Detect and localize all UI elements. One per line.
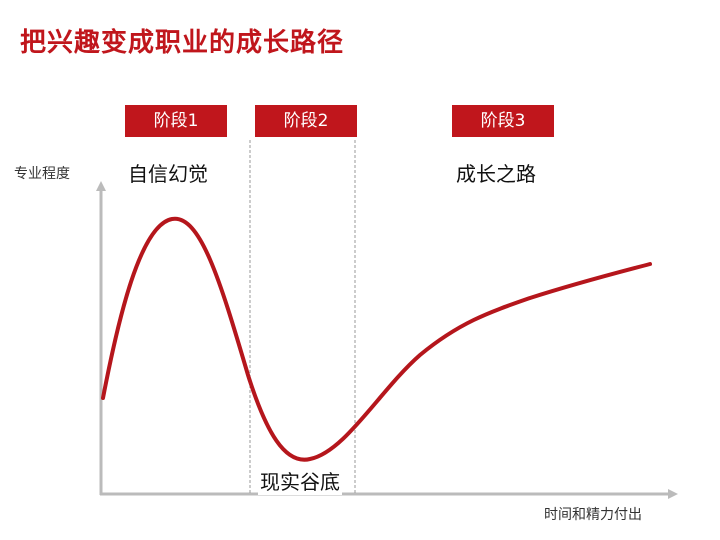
page-title: 把兴趣变成职业的成长路径 xyxy=(20,28,345,58)
x-axis-label: 时间和精力付出 xyxy=(544,507,642,523)
phase-reality-valley-label: 现实谷底 xyxy=(258,466,342,495)
growth-curve xyxy=(101,216,652,462)
stage-1-tag: 阶段1 xyxy=(125,105,227,137)
stage-3-tag: 阶段3 xyxy=(452,105,554,137)
y-axis-label: 专业程度 xyxy=(14,166,70,182)
stage-2-tag: 阶段2 xyxy=(255,105,357,137)
phase-confidence-illusion-label: 自信幻觉 xyxy=(128,162,208,186)
phase-growth-road-label: 成长之路 xyxy=(456,162,536,186)
